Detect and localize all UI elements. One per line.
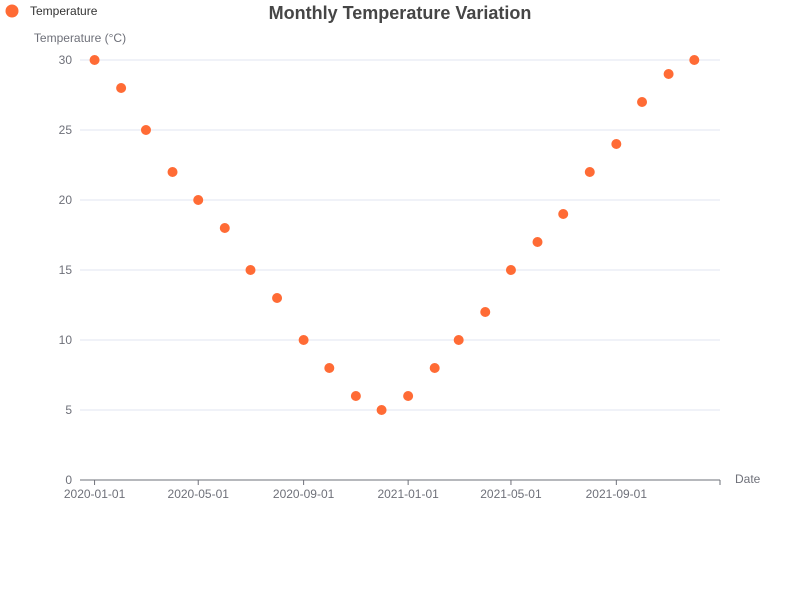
y-tick-label: 25 [59,123,73,137]
x-tick-label: 2020-01-01 [64,487,126,501]
axes [80,479,721,485]
data-point[interactable] [89,55,100,65]
data-point[interactable] [532,237,543,247]
x-tick-label: 2021-01-01 [377,487,439,501]
data-point[interactable] [116,83,127,93]
x-axis-label: Date [735,472,761,486]
data-point[interactable] [245,265,256,275]
data-point[interactable] [611,139,622,149]
data-point[interactable] [637,97,648,107]
legend[interactable]: Temperature [5,4,98,18]
data-point[interactable] [350,391,361,401]
x-tick-label: 2021-05-01 [480,487,542,501]
chart-title: Monthly Temperature Variation [269,3,532,23]
data-point[interactable] [480,307,491,317]
data-point[interactable] [272,293,283,303]
y-tick-label: 30 [59,53,73,67]
data-point[interactable] [193,195,204,205]
data-point[interactable] [505,265,516,275]
data-points [89,55,700,415]
y-axis-label: Temperature (°C) [34,31,126,45]
data-point[interactable] [453,335,464,345]
data-point[interactable] [584,167,595,177]
y-tick-label: 0 [65,473,72,487]
x-tick-label: 2020-09-01 [273,487,335,501]
data-point[interactable] [140,125,151,135]
data-point[interactable] [403,391,414,401]
x-tick-label: 2020-05-01 [168,487,230,501]
tick-labels: 0 5 10 15 20 25 30 2020-01-01 2020-05-01 2020-09-… [59,53,648,501]
data-point[interactable] [558,209,569,219]
data-point[interactable] [376,405,387,415]
y-tick-label: 5 [65,403,72,417]
data-point[interactable] [324,363,335,373]
data-point[interactable] [689,55,700,65]
y-tick-label: 10 [59,333,73,347]
data-point[interactable] [298,335,309,345]
grid-lines [80,59,720,411]
data-point[interactable] [219,223,230,233]
x-tick-label: 2021-09-01 [586,487,648,501]
data-point[interactable] [663,69,674,79]
data-point[interactable] [167,167,178,177]
y-tick-label: 15 [59,263,73,277]
legend-marker-icon[interactable] [5,4,19,18]
y-tick-label: 20 [59,193,73,207]
data-point[interactable] [429,363,440,373]
legend-label[interactable]: Temperature [30,4,98,18]
